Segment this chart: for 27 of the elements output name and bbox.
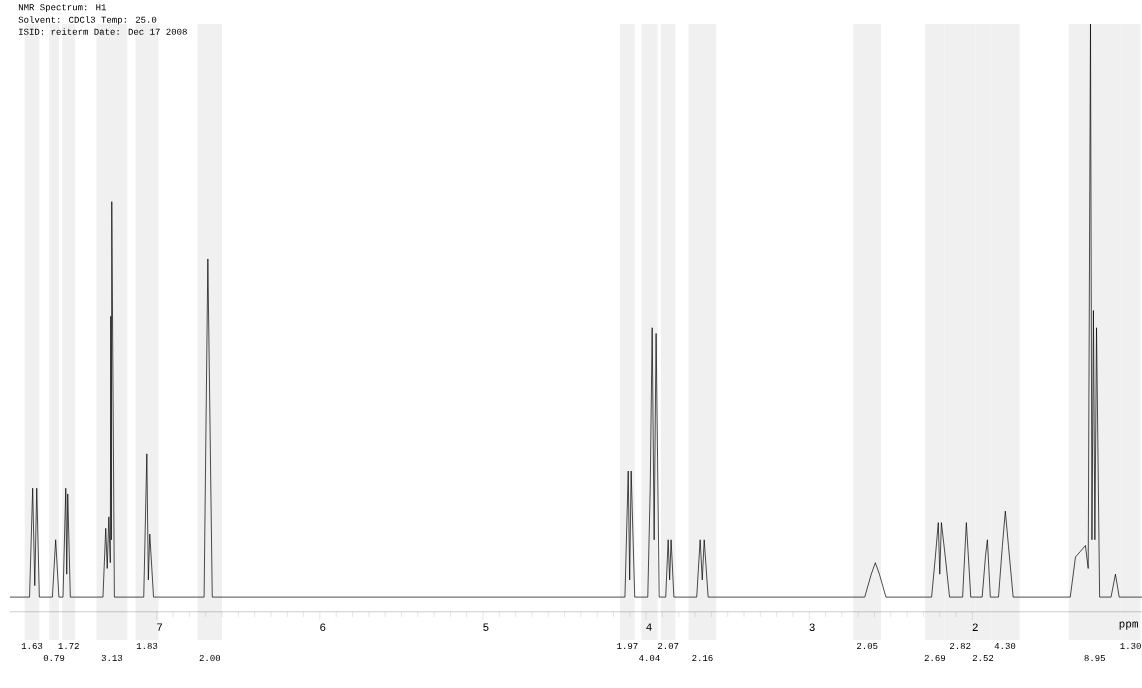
band-label: 3.13 [101,654,123,662]
x-tick-label: 7 [157,623,163,631]
annotation: ISID: reiterm Date: Dec 17 2008 [19,28,187,35]
band-label: 1.83 [136,642,158,650]
band-label: 4.04 [639,654,660,662]
x-tick-label: 4 [646,623,652,631]
annotation: Solvent: CDCl3 Temp: 25.0 [18,16,157,25]
band-label: 8.95 [1084,654,1105,662]
band-label: 2.05 [857,642,878,650]
band-label: 1.63 [21,642,43,650]
band-label: 1.72 [58,642,79,650]
band-label: 1.97 [617,642,638,650]
band-label: 1.30 [1120,642,1141,650]
x-tick-label: 3 [809,623,815,631]
x-axis-title: ppm [1119,621,1138,630]
band-label: 2.00 [199,654,221,662]
band-label: 4.30 [994,642,1016,650]
band-label: 2.82 [949,642,971,650]
band-label: 2.52 [972,654,994,662]
x-tick-label: 5 [483,623,489,631]
band-label: 0.79 [43,654,65,662]
band-label: 2.69 [924,654,946,662]
text: NMR Spectrum: H1 [18,4,106,13]
band-label: 2.16 [692,654,713,662]
band-label: 2.07 [658,642,679,650]
x-tick-label: 6 [320,623,326,631]
x-tick-label: 2 [972,623,978,631]
